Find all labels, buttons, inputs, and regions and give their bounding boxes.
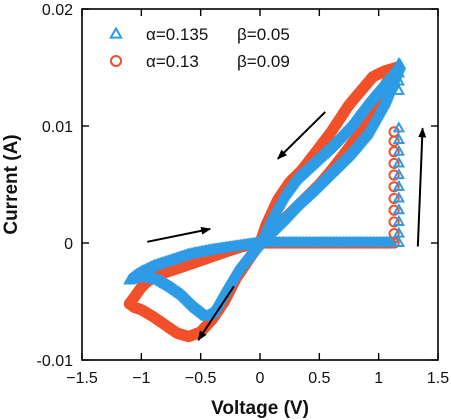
direction-arrow <box>197 285 235 341</box>
legend-beta-label: β=0.05 <box>237 25 290 44</box>
data-point <box>388 204 400 216</box>
y-tick-label: 0 <box>64 236 73 253</box>
data-point <box>388 157 400 170</box>
series-circles <box>123 61 403 343</box>
data-point <box>392 133 406 145</box>
direction-arrow <box>277 111 326 160</box>
y-tick-label: -0.01 <box>37 353 74 370</box>
legend-alpha-label: α=0.135 <box>146 25 208 44</box>
data-point <box>388 216 400 228</box>
data-point <box>392 191 406 203</box>
data-point <box>392 83 406 95</box>
direction-arrow <box>416 127 427 247</box>
data-point <box>388 192 400 205</box>
x-axis-title: Voltage (V) <box>211 398 309 419</box>
x-tick-label: 0 <box>256 370 265 387</box>
data-point <box>388 181 400 193</box>
data-point <box>392 226 406 238</box>
data-point <box>392 179 406 191</box>
data-point <box>388 228 400 240</box>
data-point <box>392 144 406 156</box>
x-tick-label: 1.5 <box>427 370 449 387</box>
data-point <box>388 169 400 181</box>
x-tick-label: −0.5 <box>185 370 217 387</box>
annotation-layer <box>147 111 427 341</box>
legend-beta-label: β=0.09 <box>237 52 290 71</box>
x-tick-label: 1 <box>374 370 383 387</box>
data-point <box>392 203 406 215</box>
x-tick-label: −1.5 <box>66 370 98 387</box>
legend-marker-triangle <box>109 26 123 39</box>
data-point <box>392 214 406 226</box>
data-point <box>392 66 406 78</box>
data-point <box>388 146 400 158</box>
data-point <box>392 74 406 86</box>
data-point <box>392 235 406 247</box>
axes-layer: −1.5 −1 −0.5 0 0.5 1 1.5 -0.01 0 0.01 0.02 <box>37 2 450 387</box>
direction-arrow <box>147 226 212 243</box>
data-layer <box>123 56 407 343</box>
data-point <box>253 235 267 247</box>
x-tick-label: −1 <box>132 370 150 387</box>
x-tick-label: 0.5 <box>308 370 330 387</box>
y-tick-label: 0.01 <box>42 119 73 136</box>
series-triangles <box>123 56 407 321</box>
legend-alpha-label: α=0.13 <box>146 52 199 71</box>
y-axis-title: Current (A) <box>1 134 22 234</box>
data-point <box>392 168 406 180</box>
y-tick-label: 0.02 <box>42 2 73 19</box>
legend-marker-circle <box>110 55 122 67</box>
legend: α=0.135 β=0.05 α=0.13 β=0.09 <box>109 25 290 71</box>
data-point <box>392 156 406 168</box>
data-point <box>392 56 406 68</box>
data-point <box>392 121 406 133</box>
